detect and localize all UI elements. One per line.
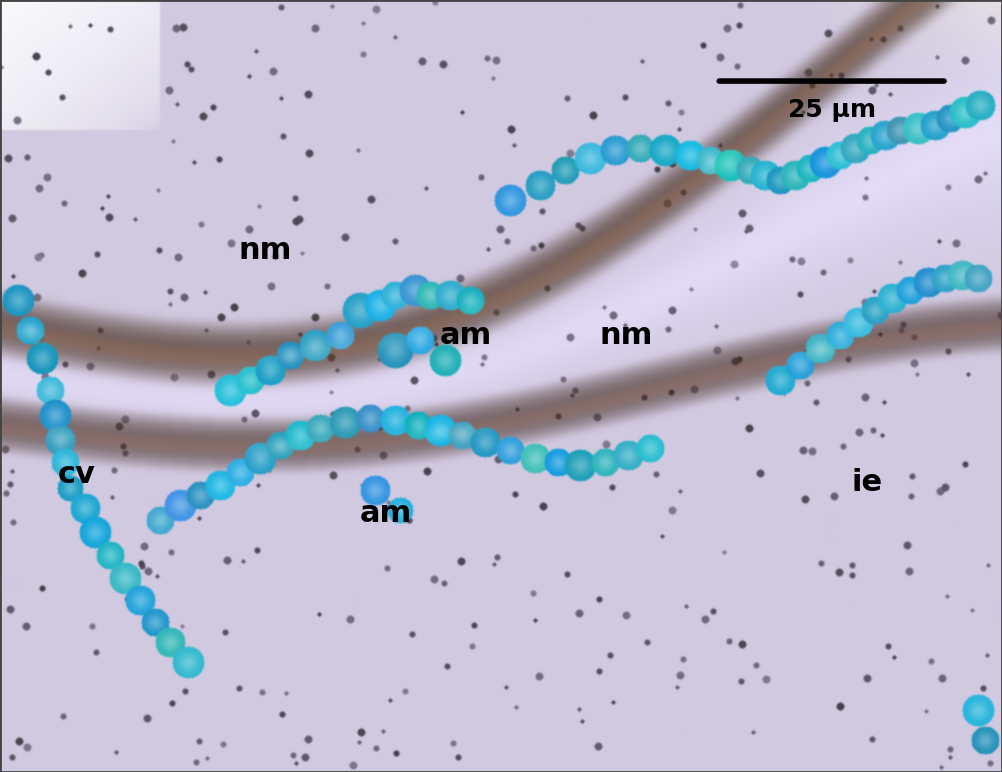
Text: ie: ie [851, 468, 883, 497]
Text: am: am [360, 499, 412, 528]
Text: nm: nm [238, 236, 293, 266]
Text: cv: cv [58, 460, 96, 489]
Text: nm: nm [599, 321, 653, 350]
Text: am: am [440, 321, 492, 350]
Text: 25 μm: 25 μm [788, 97, 876, 122]
